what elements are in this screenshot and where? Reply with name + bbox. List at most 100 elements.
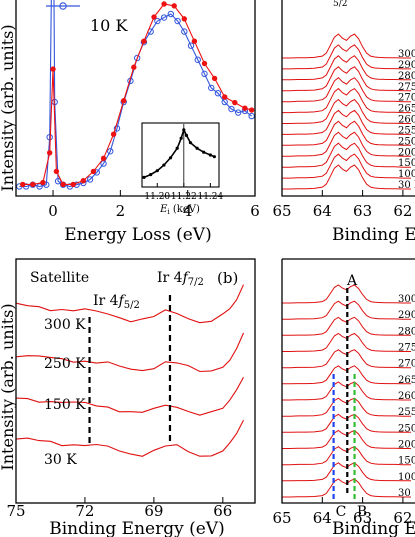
inset-frame: [141, 122, 220, 188]
series-red-point: [242, 105, 248, 111]
inset-point: [162, 163, 166, 167]
inset-point: [184, 133, 189, 137]
xtick-label: 2: [116, 202, 126, 220]
series-blue-point: [160, 14, 168, 21]
temperature-label: 300: [398, 294, 415, 305]
panel-d-markers: [332, 288, 356, 500]
panel-c-curve: [282, 142, 411, 168]
panel-d-curve: [282, 462, 411, 482]
peak-5-2-prefix: Ir 4: [93, 293, 119, 309]
temperature-label: 250: [398, 423, 415, 434]
panel-d-temps: 300 290 280 275 270 265 260 255 250 200 150 100 30: [398, 294, 415, 499]
panel-b-ylabel: Intensity (arb. units): [0, 303, 17, 470]
series-blue-point: [36, 183, 43, 190]
series-red-point: [46, 150, 53, 156]
panel-d-xticks: 65 64 63 62: [272, 497, 412, 527]
series-blue-point: [187, 42, 195, 49]
legend-label: 10 K: [90, 16, 128, 35]
series-blue-point: [228, 105, 235, 113]
temperature-label: 150: [398, 158, 415, 169]
xtick-label: 75: [6, 502, 25, 520]
series-red-point: [60, 181, 66, 188]
temperature-label: 300: [398, 49, 415, 60]
panel-c-xticks: 65 64 63 62: [272, 190, 412, 220]
series-blue-point: [214, 90, 222, 97]
xtick-label: 69: [144, 502, 163, 520]
temperature-label: 150 K: [44, 397, 86, 413]
panel-b-curve: [15, 377, 244, 416]
inset-xlabel: Ei (keV): [159, 204, 200, 216]
temperature-label: 280: [398, 326, 415, 337]
panel-c-curve: [282, 153, 411, 179]
series-red-point: [70, 181, 76, 188]
panel-d-curve: [282, 300, 411, 320]
panel-c-curve: [282, 77, 411, 103]
panel-c-curve: [282, 131, 411, 157]
panel-c-curve: [282, 120, 411, 146]
xtick-label: 62: [393, 509, 412, 527]
panel-b: 75 72 69 66 (b) Satellite Ir 4f5/2 Ir 4f7/2…: [0, 258, 256, 537]
panel-d-xlabel: Binding En: [332, 519, 415, 537]
series-blue-point: [154, 17, 161, 25]
panel-c-curve: [282, 164, 411, 190]
panel-b-curve: [15, 284, 245, 324]
series-blue-point: [133, 54, 141, 62]
peak-5-2-sub: 5/2: [124, 300, 140, 311]
panel-c-curve: [282, 44, 411, 70]
xtick-label: 64: [313, 202, 332, 220]
temperature-label: 265: [398, 104, 415, 115]
series-red-point: [248, 107, 255, 113]
panel-c-curve: [282, 33, 411, 59]
xtick-label: 63: [353, 202, 372, 220]
panel-d-curve: [282, 397, 411, 417]
series-red-point: [50, 66, 56, 72]
series-blue-point: [181, 28, 188, 35]
series-red-point: [161, 1, 167, 7]
panel-b-xticks: 75 72 69 66: [6, 497, 232, 520]
panel-b-temps: 300 K 250 K 150 K 30 K: [44, 317, 86, 468]
panel-c-curve: [282, 87, 411, 114]
temperature-label: 255: [398, 407, 415, 418]
panel-c-curves: [282, 33, 411, 190]
series-blue-point: [174, 17, 181, 25]
inset-series: [142, 124, 216, 186]
series-blue-point: [201, 70, 208, 78]
temperature-label: 300 K: [44, 317, 86, 333]
panel-c-xlabel: Binding En: [332, 225, 415, 245]
inset-xtick-label: 11.24: [197, 192, 223, 202]
xtick-label: 66: [213, 502, 232, 520]
series-blue-point: [194, 56, 201, 63]
panel-b-label: (b): [217, 269, 238, 287]
series-blue-point: [167, 10, 175, 18]
temperature-label: 260: [398, 391, 415, 402]
peak-7-2-prefix: Ir 4: [157, 270, 183, 286]
series-red-point: [100, 155, 107, 162]
series-red-point: [191, 38, 198, 44]
panel-b-xlabel: Binding Energy (eV): [49, 519, 224, 537]
temperature-label: 30 K: [44, 452, 77, 468]
temperature-label: 290: [398, 310, 415, 321]
xtick-label: 62: [393, 202, 412, 220]
series-blue-point: [54, 178, 62, 185]
series-red-point: [53, 168, 60, 175]
xtick-label: 4: [183, 202, 193, 220]
series-red-point: [80, 178, 87, 184]
panel-c-curve: [282, 55, 411, 81]
legend-marker: [59, 2, 67, 10]
inset-point: [212, 155, 216, 159]
series-red-point: [30, 181, 36, 188]
inset-point: [149, 173, 153, 177]
peak-7-2-label: Ir 4f7/2: [157, 270, 204, 288]
series-blue-point: [113, 125, 121, 132]
inset-xlabel-main: E: [159, 204, 168, 215]
inset-point: [202, 150, 206, 154]
temperature-label: 30 K: [398, 180, 415, 191]
xtick-label: 65: [272, 202, 291, 220]
temperature-label: 270: [398, 93, 415, 104]
panel-d-curve: [282, 429, 411, 449]
panel-a-xlabel: Energy Loss (eV): [64, 225, 211, 245]
temperature-label: 250 K: [44, 356, 86, 372]
series-red-point: [90, 168, 97, 175]
series-red-point: [20, 181, 26, 188]
